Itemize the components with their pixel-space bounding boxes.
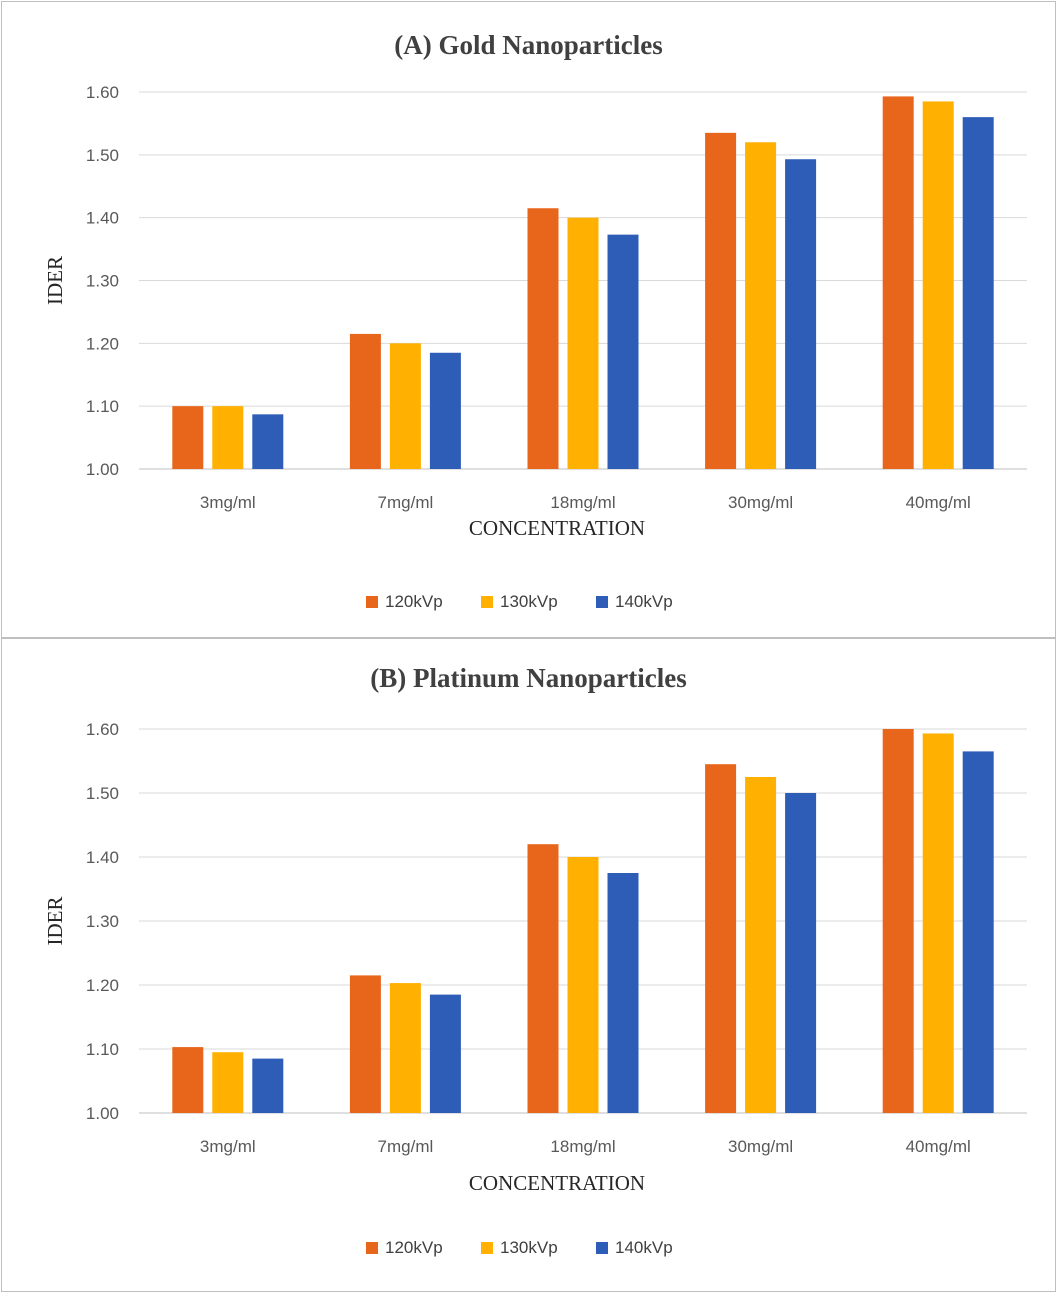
x-tick-label: 40mg/ml bbox=[906, 493, 971, 512]
y-tick-label: 1.60 bbox=[86, 83, 119, 102]
y-tick-label: 1.60 bbox=[86, 720, 119, 739]
y-tick-label: 1.50 bbox=[86, 146, 119, 165]
legend-label-130kVp: 130kVp bbox=[500, 1238, 558, 1257]
bar-140kVp-40mg/ml: 140kVp 40mg/ml: 1.565 bbox=[962, 751, 994, 1113]
bar-140kVp-3mg/ml: 140kVp 3mg/ml: 1.087 bbox=[252, 414, 284, 469]
bar-130kVp-18mg/ml: 130kVp 18mg/ml: 1.4 bbox=[567, 857, 599, 1113]
bar-130kVp-18mg/ml: 130kVp 18mg/ml: 1.4 bbox=[567, 217, 599, 469]
y-tick-label: 1.00 bbox=[86, 460, 119, 479]
y-tick-label: 1.20 bbox=[86, 334, 119, 353]
bar-130kVp-3mg/ml: 130kVp 3mg/ml: 1.1 bbox=[212, 406, 244, 469]
bar-130kVp-3mg/ml: 130kVp 3mg/ml: 1.095 bbox=[212, 1052, 244, 1113]
y-tick-label: 1.10 bbox=[86, 1040, 119, 1059]
bar-120kVp-30mg/ml: 120kVp 30mg/ml: 1.545 bbox=[705, 764, 737, 1113]
x-tick-label: 7mg/ml bbox=[378, 493, 434, 512]
bar-130kVp-7mg/ml: 130kVp 7mg/ml: 1.203 bbox=[389, 983, 421, 1113]
y-tick-label: 1.30 bbox=[86, 272, 119, 291]
chart-panel-gold: (A) Gold Nanoparticles 1.00 1.10 1.20 1.30 1.… bbox=[1, 1, 1056, 638]
x-axis-label: CONCENTRATION bbox=[469, 1171, 645, 1195]
y-tick-label: 1.00 bbox=[86, 1104, 119, 1123]
bar-120kVp-3mg/ml: 120kVp 3mg/ml: 1.103 bbox=[172, 1047, 204, 1113]
bar-130kVp-30mg/ml: 130kVp 30mg/ml: 1.52 bbox=[745, 142, 777, 469]
y-tick-label: 1.10 bbox=[86, 397, 119, 416]
legend-swatch-140kVp bbox=[596, 596, 608, 608]
bar-120kVp-3mg/ml: 120kVp 3mg/ml: 1.1 bbox=[172, 406, 204, 469]
legend-label-120kVp: 120kVp bbox=[385, 1238, 443, 1257]
chart-title: (B) Platinum Nanoparticles bbox=[370, 663, 687, 693]
bar-120kVp-7mg/ml: 120kVp 7mg/ml: 1.215 bbox=[349, 975, 381, 1113]
x-tick-label: 40mg/ml bbox=[906, 1137, 971, 1156]
y-tick-label: 1.40 bbox=[86, 209, 119, 228]
legend-label-120kVp: 120kVp bbox=[385, 592, 443, 611]
bar-130kVp-7mg/ml: 130kVp 7mg/ml: 1.2 bbox=[389, 343, 421, 469]
y-tick-label: 1.20 bbox=[86, 976, 119, 995]
x-tick-label: 30mg/ml bbox=[728, 1137, 793, 1156]
legend-swatch-120kVp bbox=[366, 1242, 378, 1254]
bar-120kVp-40mg/ml: 120kVp 40mg/ml: 1.6 bbox=[882, 729, 914, 1113]
x-axis-label: CONCENTRATION bbox=[469, 516, 645, 540]
legend-swatch-130kVp bbox=[481, 596, 493, 608]
legend-label-140kVp: 140kVp bbox=[615, 592, 673, 611]
bar-120kVp-7mg/ml: 120kVp 7mg/ml: 1.215 bbox=[349, 333, 381, 469]
bar-130kVp-30mg/ml: 130kVp 30mg/ml: 1.525 bbox=[745, 777, 777, 1113]
chart-panel-platinum: (B) Platinum Nanoparticles 1.00 1.10 1.20 1.… bbox=[1, 638, 1056, 1292]
bar-140kVp-18mg/ml: 140kVp 18mg/ml: 1.373 bbox=[607, 234, 639, 469]
x-tick-label: 18mg/ml bbox=[550, 1137, 615, 1156]
legend-swatch-130kVp bbox=[481, 1242, 493, 1254]
bar-130kVp-40mg/ml: 130kVp 40mg/ml: 1.585 bbox=[922, 101, 954, 470]
legend-swatch-140kVp bbox=[596, 1242, 608, 1254]
bar-120kVp-40mg/ml: 120kVp 40mg/ml: 1.593 bbox=[882, 96, 914, 470]
bar-120kVp-30mg/ml: 120kVp 30mg/ml: 1.535 bbox=[705, 132, 737, 469]
bar-140kVp-40mg/ml: 140kVp 40mg/ml: 1.56 bbox=[962, 117, 994, 469]
chart-title: (A) Gold Nanoparticles bbox=[394, 30, 662, 60]
x-tick-label: 30mg/ml bbox=[728, 493, 793, 512]
x-tick-label: 3mg/ml bbox=[200, 493, 256, 512]
legend-label-140kVp: 140kVp bbox=[615, 1238, 673, 1257]
bar-140kVp-18mg/ml: 140kVp 18mg/ml: 1.375 bbox=[607, 873, 639, 1113]
legend-label-130kVp: 130kVp bbox=[500, 592, 558, 611]
platinum-chart-svg: (B) Platinum Nanoparticles 1.00 1.10 1.20 1.… bbox=[43, 663, 1027, 1257]
y-tick-label: 1.50 bbox=[86, 784, 119, 803]
x-tick-label: 18mg/ml bbox=[550, 493, 615, 512]
x-tick-label: 7mg/ml bbox=[378, 1137, 434, 1156]
y-axis-label: IDER bbox=[43, 897, 67, 946]
bar-120kVp-18mg/ml: 120kVp 18mg/ml: 1.415 bbox=[527, 208, 559, 469]
y-tick-label: 1.40 bbox=[86, 848, 119, 867]
bar-140kVp-30mg/ml: 140kVp 30mg/ml: 1.493 bbox=[785, 159, 817, 469]
legend-swatch-120kVp bbox=[366, 596, 378, 608]
bar-130kVp-40mg/ml: 130kVp 40mg/ml: 1.593 bbox=[922, 733, 954, 1113]
gold-chart-svg: (A) Gold Nanoparticles 1.00 1.10 1.20 1.30 1.… bbox=[43, 30, 1027, 611]
bar-140kVp-7mg/ml: 140kVp 7mg/ml: 1.185 bbox=[429, 352, 461, 469]
bar-140kVp-3mg/ml: 140kVp 3mg/ml: 1.085 bbox=[252, 1058, 284, 1113]
bar-140kVp-30mg/ml: 140kVp 30mg/ml: 1.5 bbox=[785, 793, 817, 1113]
bar-120kVp-18mg/ml: 120kVp 18mg/ml: 1.42 bbox=[527, 844, 559, 1113]
y-axis-label: IDER bbox=[43, 256, 67, 305]
bar-140kVp-7mg/ml: 140kVp 7mg/ml: 1.185 bbox=[429, 994, 461, 1113]
y-tick-label: 1.30 bbox=[86, 912, 119, 931]
x-tick-label: 3mg/ml bbox=[200, 1137, 256, 1156]
